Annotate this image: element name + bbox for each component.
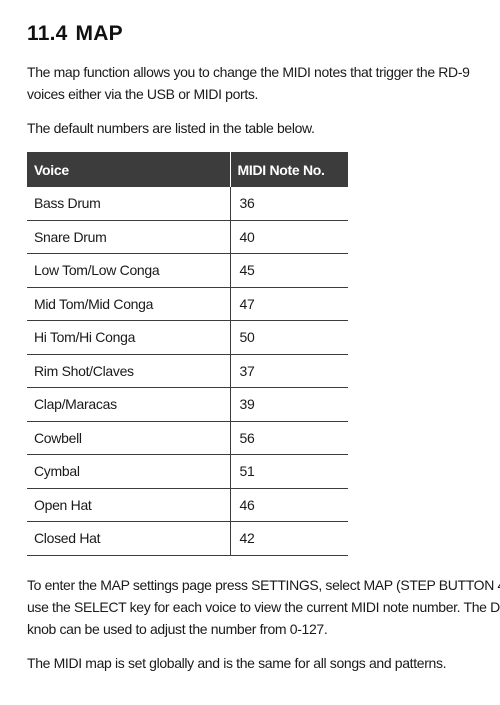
voice-cell: Snare Drum — [27, 220, 230, 254]
midi-note-cell: 39 — [229, 387, 348, 422]
header-voice: Voice — [27, 152, 230, 187]
table-row: Bass Drum 36 — [27, 187, 348, 221]
defaults-note: The default numbers are listed in the ta… — [27, 120, 315, 136]
voice-cell: Open Hat — [27, 488, 230, 522]
table-body: Bass Drum 36 Snare Drum 40 Low Tom/Low Conga… — [27, 187, 348, 556]
table-row: Closed Hat 42 — [27, 521, 348, 556]
table-row: Rim Shot/Claves 37 — [27, 354, 348, 388]
voice-cell: Hi Tom/Hi Conga — [27, 320, 230, 355]
midi-note-cell: 51 — [229, 454, 348, 489]
voice-cell: Cymbal — [27, 454, 230, 489]
midi-note-cell: 42 — [229, 521, 348, 556]
midi-note-cell: 45 — [229, 253, 348, 288]
table-row: Mid Tom/Mid Conga 47 — [27, 287, 348, 321]
footer-note: The MIDI map is set globally and is the … — [27, 655, 447, 671]
table-row: Cymbal 51 — [27, 454, 348, 489]
intro-line-1: The map function allows you to change th… — [27, 64, 470, 80]
table-header-row: Voice MIDI Note No. — [27, 152, 348, 187]
midi-note-cell: 36 — [229, 187, 348, 221]
table-row: Low Tom/Low Conga 45 — [27, 253, 348, 288]
header-midi-note: MIDI Note No. — [229, 152, 348, 187]
table-row: Cowbell 56 — [27, 421, 348, 455]
intro-line-2: voices either via the USB or MIDI ports. — [27, 86, 259, 102]
voice-cell: Closed Hat — [27, 521, 230, 556]
table-row: Clap/Maracas 39 — [27, 387, 348, 422]
voice-cell: Rim Shot/Claves — [27, 354, 230, 388]
table-row: Hi Tom/Hi Conga 50 — [27, 320, 348, 355]
midi-note-cell: 56 — [229, 421, 348, 455]
section-heading: 11.4 MAP — [27, 22, 123, 46]
voice-cell: Low Tom/Low Conga — [27, 253, 230, 288]
midi-note-cell: 37 — [229, 354, 348, 388]
table-row: Snare Drum 40 — [27, 220, 348, 254]
voice-cell: Mid Tom/Mid Conga — [27, 287, 230, 321]
midi-note-cell: 40 — [229, 220, 348, 254]
section-title: MAP — [75, 22, 123, 45]
instructions-line-2: use the SELECT key for each voice to vie… — [27, 599, 500, 615]
voice-cell: Cowbell — [27, 421, 230, 455]
table-row: Open Hat 46 — [27, 488, 348, 522]
instructions-paragraph: To enter the MAP settings page press SET… — [27, 574, 500, 640]
voice-cell: Clap/Maracas — [27, 387, 230, 422]
midi-note-cell: 50 — [229, 320, 348, 355]
midi-note-cell: 46 — [229, 488, 348, 522]
instructions-line-3: knob can be used to adjust the number fr… — [27, 621, 328, 637]
midi-map-table: Voice MIDI Note No. Bass Drum 36 Snare Dru… — [27, 152, 348, 556]
intro-paragraph: The map function allows you to change th… — [27, 61, 470, 105]
instructions-line-1: To enter the MAP settings page press SET… — [27, 577, 500, 593]
section-number: 11.4 — [27, 22, 68, 45]
midi-note-cell: 47 — [229, 287, 348, 321]
voice-cell: Bass Drum — [27, 187, 230, 221]
